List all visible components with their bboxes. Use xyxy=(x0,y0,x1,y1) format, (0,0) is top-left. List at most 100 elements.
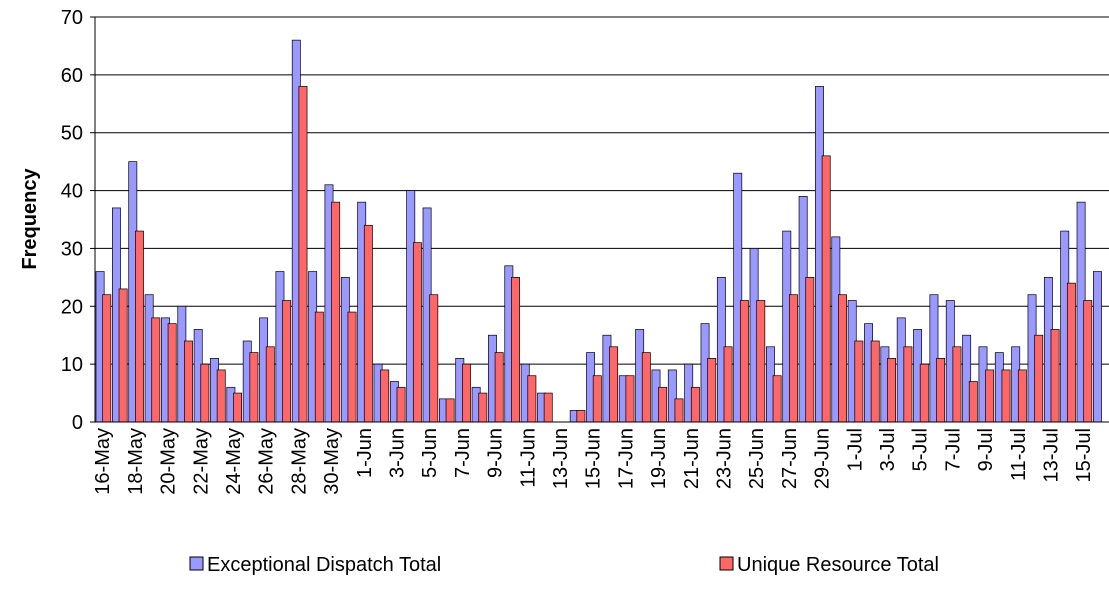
x-tick-label: 15-Jun xyxy=(583,428,605,489)
bar xyxy=(903,346,913,423)
x-tick-label: 29-Jun xyxy=(812,428,834,489)
x-tick-label: 28-May xyxy=(288,428,310,495)
legend-label: Exceptional Dispatch Total xyxy=(207,554,441,576)
bar xyxy=(331,201,341,423)
y-tick-label: 70 xyxy=(61,7,83,29)
bar xyxy=(233,392,243,423)
x-tick-label: 9-Jun xyxy=(485,428,507,478)
x-tick-label: 11-Jul xyxy=(1008,428,1030,481)
bar xyxy=(658,386,668,423)
bar xyxy=(952,346,962,423)
bar xyxy=(985,369,995,423)
bar xyxy=(854,340,864,423)
bar xyxy=(756,300,766,423)
y-axis-label: Frequency xyxy=(19,168,41,270)
bar xyxy=(936,358,946,423)
x-tick-label: 9-Jul xyxy=(975,428,997,471)
bar xyxy=(200,363,210,423)
bar xyxy=(135,230,144,423)
bar xyxy=(314,311,324,423)
x-tick-label: 13-Jul xyxy=(1040,428,1062,482)
bar xyxy=(968,381,978,423)
bar xyxy=(625,375,635,423)
legend-swatch xyxy=(719,556,734,571)
x-tick-label: 27-Jun xyxy=(779,428,801,489)
bar xyxy=(723,346,733,423)
bar xyxy=(396,386,406,423)
bar xyxy=(543,392,553,423)
y-tick-label: 0 xyxy=(72,412,83,434)
x-tick-label: 26-May xyxy=(256,428,278,495)
x-tick-label: 17-Jun xyxy=(615,428,637,489)
bar xyxy=(298,86,308,423)
bar xyxy=(445,398,455,423)
bar xyxy=(674,398,684,423)
bar xyxy=(412,242,422,423)
bar xyxy=(1034,334,1044,423)
y-tick-label: 60 xyxy=(61,65,83,87)
x-tick-label: 22-May xyxy=(190,428,212,495)
y-tick-label: 30 xyxy=(61,238,83,260)
bar xyxy=(1066,282,1076,423)
y-tick-label: 20 xyxy=(61,296,83,318)
x-tick-label: 3-Jun xyxy=(386,428,408,478)
bar xyxy=(887,358,896,423)
x-tick-label: 5-Jul xyxy=(910,428,932,471)
y-tick-label: 10 xyxy=(61,354,83,376)
x-tick-label: 1-Jul xyxy=(844,428,866,471)
bar xyxy=(1092,271,1102,423)
x-tick-label: 5-Jun xyxy=(419,428,441,478)
bar xyxy=(789,294,798,423)
x-tick-label: 23-Jun xyxy=(713,428,735,489)
bar xyxy=(821,155,831,423)
x-tick-label: 11-Jun xyxy=(517,428,539,488)
x-tick-label: 7-Jul xyxy=(942,428,964,471)
bar xyxy=(118,288,128,423)
bar xyxy=(265,346,275,423)
x-tick-label: 21-Jun xyxy=(681,428,703,489)
bar xyxy=(919,363,929,423)
x-tick-label: 1-Jun xyxy=(354,428,376,478)
x-tick-label: 24-May xyxy=(223,428,245,495)
bar xyxy=(478,392,488,423)
x-tick-label: 7-Jun xyxy=(452,428,474,478)
bar xyxy=(282,300,292,423)
bar xyxy=(870,340,880,423)
bar xyxy=(347,311,357,423)
bar xyxy=(1083,300,1093,423)
bar xyxy=(462,363,471,423)
bar xyxy=(739,300,749,423)
bar xyxy=(167,323,177,423)
x-tick-label: 20-May xyxy=(158,428,180,495)
bar xyxy=(576,410,586,423)
bar xyxy=(184,340,193,423)
bar xyxy=(641,352,651,423)
bar xyxy=(805,277,815,423)
bars xyxy=(95,39,1102,423)
x-tick-label: 30-May xyxy=(321,428,343,495)
y-tick-label: 50 xyxy=(61,123,83,145)
x-tick-label: 19-Jun xyxy=(648,428,670,489)
bar xyxy=(494,352,504,423)
bar xyxy=(102,294,112,423)
bar xyxy=(1050,329,1060,423)
bar xyxy=(380,369,390,423)
bar xyxy=(838,294,847,423)
bar xyxy=(216,369,226,423)
bar xyxy=(1017,369,1027,423)
legend-label: Unique Resource Total xyxy=(737,554,939,576)
legend-swatch xyxy=(189,556,204,571)
bar xyxy=(772,375,782,423)
x-tick-label: 25-Jun xyxy=(746,428,768,489)
bar xyxy=(690,386,700,423)
x-tick-label: 15-Jul xyxy=(1073,428,1095,482)
bar xyxy=(511,277,520,423)
x-tick-label: 13-Jun xyxy=(550,428,572,489)
bar xyxy=(609,346,619,423)
bar xyxy=(707,358,717,423)
bar xyxy=(1001,369,1011,423)
bar xyxy=(363,224,373,423)
x-tick-label: 16-May xyxy=(92,428,114,495)
bar xyxy=(527,375,537,423)
